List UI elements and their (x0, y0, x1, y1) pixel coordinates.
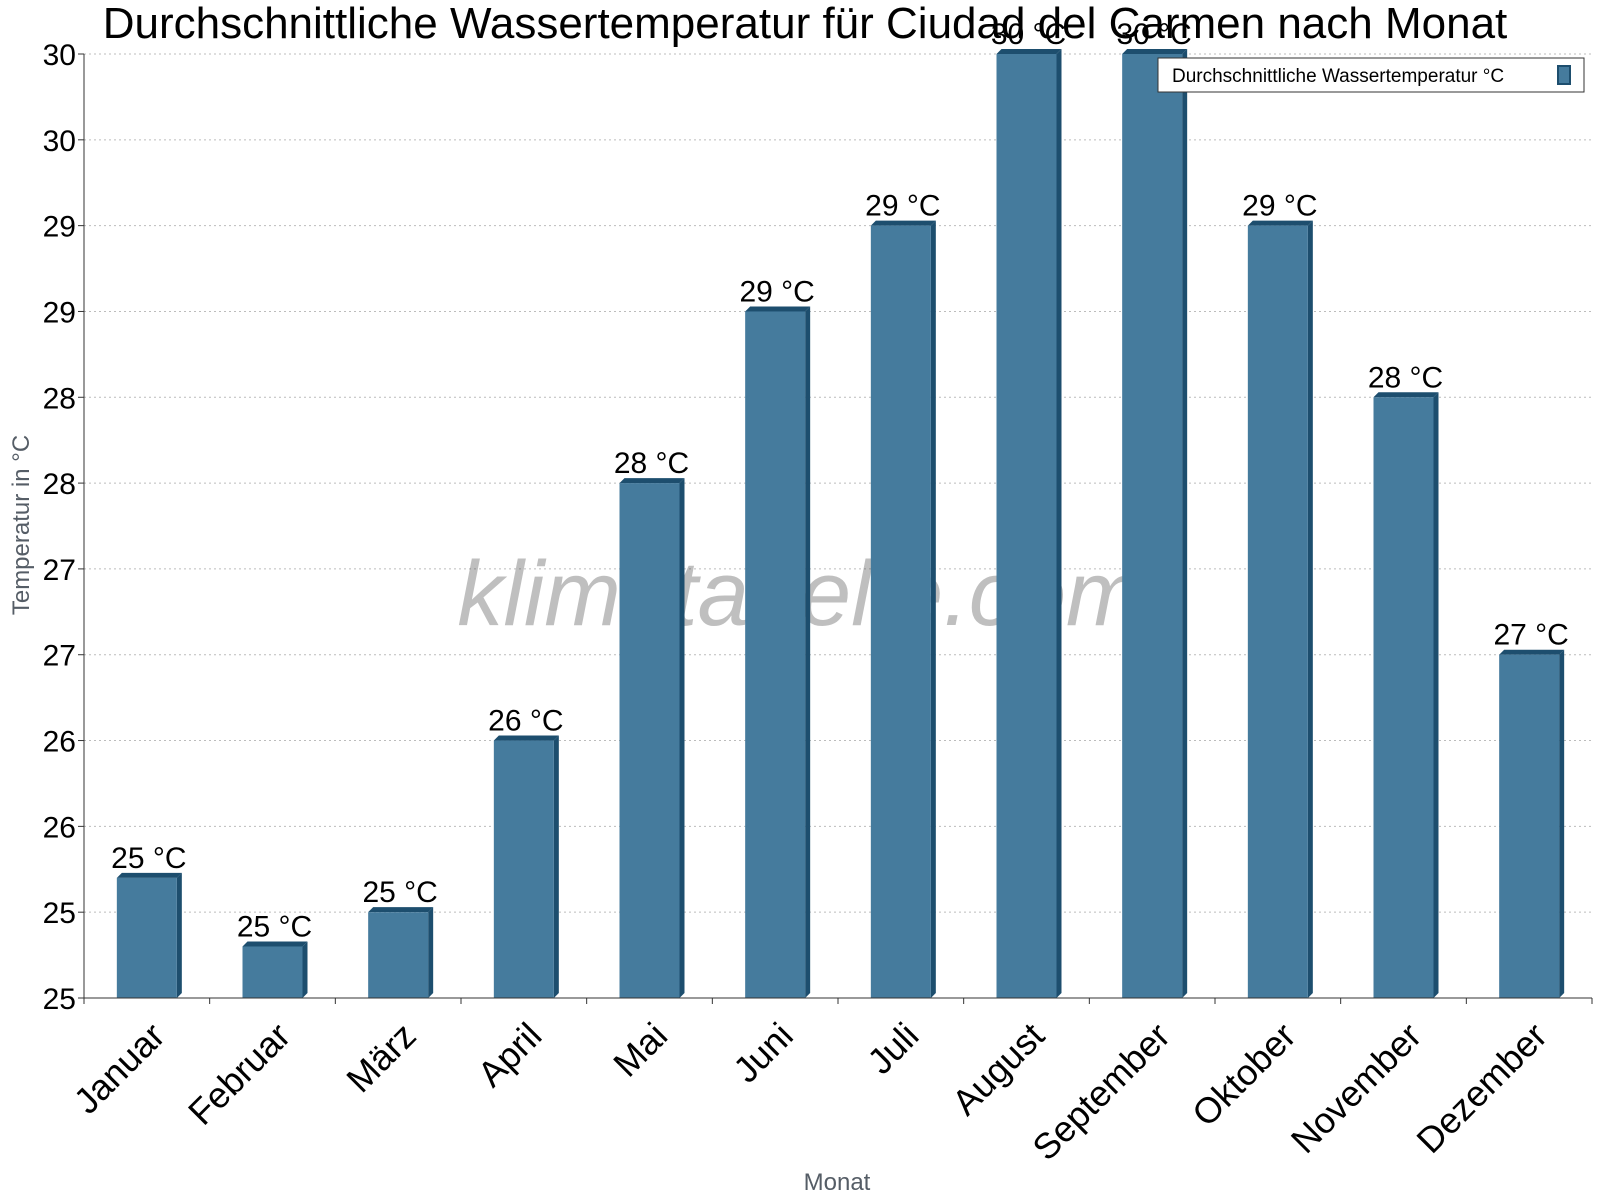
y-tick-label: 28 (43, 468, 76, 501)
bar-side (805, 306, 811, 998)
bar-side (176, 872, 182, 998)
x-tick-label: März (338, 1015, 424, 1101)
bar-side (1307, 220, 1313, 999)
y-tick-label: 29 (43, 296, 76, 329)
x-tick-label: Juli (859, 1015, 926, 1082)
bar-top (1373, 392, 1439, 398)
bar-top (1247, 220, 1313, 226)
bar-side (1056, 49, 1062, 998)
x-tick-label: Oktober (1184, 1015, 1304, 1135)
bar-top (242, 941, 308, 947)
y-tick-label: 27 (43, 640, 76, 673)
bar-face (1373, 397, 1434, 999)
chart-title: Durchschnittliche Wassertemperatur für C… (103, 0, 1508, 48)
y-tick-label: 28 (43, 382, 76, 415)
grid-lines (84, 53, 1592, 913)
bar-face (870, 225, 931, 999)
bar-top (1499, 649, 1565, 655)
bar-face (242, 946, 303, 998)
bar (242, 941, 308, 998)
legend-label: Durchschnittliche Wassertemperatur °C (1172, 66, 1504, 87)
x-tick-label: Mai (605, 1015, 675, 1085)
x-tick-label: August (944, 1015, 1052, 1123)
bar-top (996, 49, 1062, 54)
y-tick-labels: 25 25 26 26 27 27 28 28 29 29 30 30 (43, 39, 76, 1016)
y-tick-label: 25 (43, 983, 76, 1016)
bar-top (870, 220, 936, 226)
bar-side (1182, 49, 1188, 998)
bar (493, 735, 559, 998)
bar-side (428, 907, 434, 998)
legend-box (1157, 57, 1585, 93)
bar-face (493, 740, 554, 998)
bar-side (553, 735, 559, 998)
bar (1373, 392, 1439, 999)
bar-face (1247, 225, 1308, 999)
bar (619, 478, 685, 998)
y-tick-label: 29 (43, 211, 76, 244)
bar (116, 872, 182, 998)
x-tick-label: Juni (725, 1015, 801, 1091)
y-tick-label: 30 (43, 125, 76, 158)
legend-swatch (1557, 65, 1571, 85)
y-tick-label: 26 (43, 726, 76, 759)
bar-face (619, 483, 680, 998)
bar (1247, 220, 1313, 999)
data-label: 27 °C (1493, 619, 1568, 652)
x-tick-label: November (1283, 1015, 1429, 1161)
data-label: 25 °C (111, 842, 186, 875)
bar-face (745, 311, 806, 998)
data-label: 30 °C (991, 18, 1066, 51)
data-label: 25 °C (237, 911, 312, 944)
y-tick-label: 25 (43, 897, 76, 930)
axes (78, 53, 1593, 1004)
bar (996, 49, 1062, 998)
bar-top (116, 872, 182, 878)
data-label: 25 °C (362, 876, 437, 909)
bar-side (1559, 649, 1565, 998)
y-tick-label: 30 (43, 39, 76, 72)
data-label: 28 °C (614, 447, 689, 480)
bar-face (996, 54, 1057, 998)
data-label: 30 °C (1116, 18, 1191, 51)
bar (368, 907, 434, 998)
x-axis-label: Monat (804, 1169, 871, 1196)
data-label: 29 °C (739, 275, 814, 308)
bar-face (1499, 654, 1560, 998)
data-label: 29 °C (1242, 190, 1317, 223)
bar-side (679, 478, 685, 998)
legend: Durchschnittliche Wassertemperatur °C (1157, 57, 1585, 93)
bar-top (619, 478, 685, 484)
data-labels: 25 °C 25 °C 25 °C 26 °C 28 °C 29 °C 29 °C 30 °C… (111, 18, 1569, 944)
bar-top (1122, 49, 1188, 54)
x-tick-label: April (470, 1015, 550, 1095)
bar-face (368, 912, 429, 998)
x-tick-labels: Januar Februar März April Mai Juni Juli AugustS… (66, 1015, 1555, 1169)
bar (1499, 649, 1565, 998)
bar (745, 306, 811, 998)
bar-side (1433, 392, 1439, 999)
data-label: 26 °C (488, 705, 563, 738)
bar-side (930, 220, 936, 999)
bar-top (745, 306, 811, 312)
y-axis-label: Temperatur in °C (8, 435, 35, 615)
bar-top (368, 907, 434, 913)
y-tick-label: 27 (43, 554, 76, 587)
data-label: 29 °C (865, 190, 940, 223)
bar-face (1122, 54, 1183, 998)
x-tick-label: Februar (180, 1015, 298, 1133)
x-tick-label: Januar (66, 1015, 173, 1122)
bar-face (116, 877, 177, 998)
bar-top (493, 735, 559, 741)
data-label: 28 °C (1368, 361, 1443, 394)
bar-side (302, 941, 308, 998)
y-tick-label: 26 (43, 811, 76, 844)
bars (116, 49, 1565, 999)
bar (870, 220, 936, 999)
x-tick-label: September (1024, 1015, 1178, 1169)
x-tick-label: Dezember (1408, 1015, 1554, 1161)
bar (1122, 49, 1188, 998)
